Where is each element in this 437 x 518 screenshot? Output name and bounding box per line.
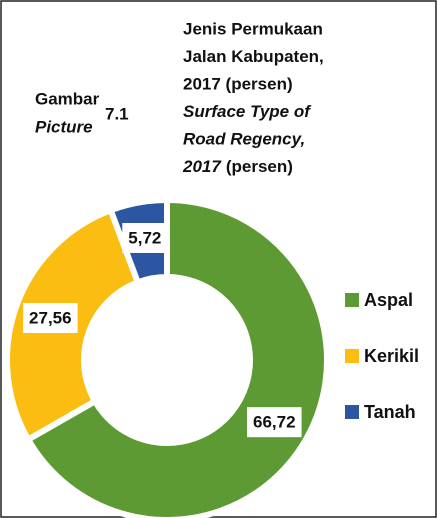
value-label-box [122,222,168,253]
figure-number: 7.1 [105,104,129,123]
legend-label: Tanah [364,402,416,422]
legend-label: Kerikil [364,346,419,366]
title-line: Jalan Kabupaten, [183,47,324,66]
legend-swatch [345,349,359,363]
subtitle-suffix: (persen) [226,157,293,176]
value-label: 66,72 [253,413,296,432]
legend-label: Aspal [364,290,413,310]
subtitle-line: 2017 [182,157,222,176]
title-line: Jenis Permukaan [183,19,323,38]
figure-label-en: Picture [35,117,93,136]
legend-swatch [345,293,359,307]
value-label: 27,56 [29,308,72,327]
value-label: 5,72 [128,228,161,247]
value-label-box [247,407,302,438]
value-label-box [23,302,78,333]
figure-label: Gambar [35,89,100,108]
title-line: 2017 (persen) [183,74,293,93]
subtitle-line: Surface Type of [183,102,312,121]
value-label-group: 66,72 [247,407,302,438]
value-label-group: 27,56 [23,302,78,333]
subtitle-line: Road Regency, [183,129,305,148]
legend-swatch [345,405,359,419]
value-label-group: 5,72 [122,222,168,253]
donut-segment [24,196,330,518]
